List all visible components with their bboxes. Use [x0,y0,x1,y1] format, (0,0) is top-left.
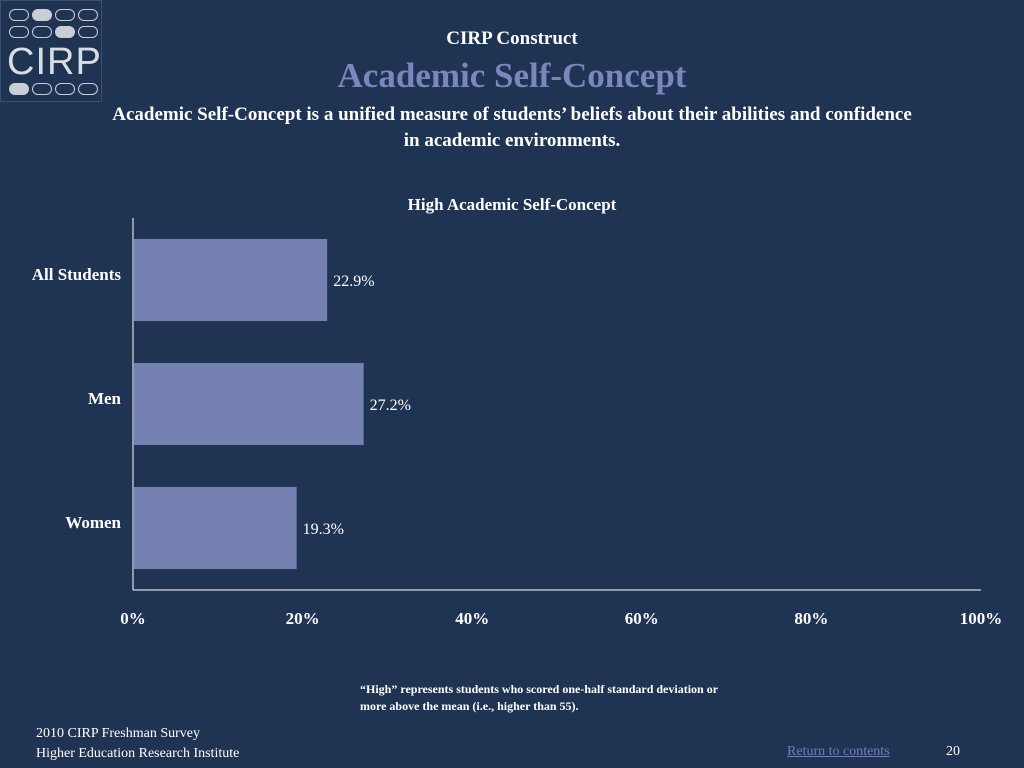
x-tick-label: 40% [455,609,489,628]
logo-pill [78,26,98,38]
logo-pill [55,26,75,38]
construct-description: Academic Self-Concept is a unified measu… [112,104,912,151]
bar-value-label: 22.9% [333,273,374,290]
bar [134,239,328,321]
category-label: Men [88,389,122,408]
x-tick-label: 60% [625,609,659,628]
logo-pill [55,9,75,21]
x-tick-label: 100% [960,609,1003,628]
footer-survey: 2010 CIRP Freshman Survey [36,726,200,741]
footer-institute: Higher Education Research Institute [36,746,240,761]
logo-pill [32,26,52,38]
cirp-logo: CIRP [0,0,102,102]
page-number: 20 [946,744,960,759]
bar-value-label: 19.3% [303,521,344,538]
bar-value-label: 27.2% [370,397,411,414]
logo-pill [9,83,29,95]
logo-text: CIRP [7,41,102,83]
x-tick-label: 20% [286,609,320,628]
logo-pill [32,9,52,21]
x-tick-label: 80% [794,609,828,628]
logo-pill [78,9,98,21]
construct-label: CIRP Construct [446,28,578,49]
footer-source: 2010 CIRP Freshman Survey Higher Educati… [36,724,239,764]
bar [134,487,297,569]
footnote: “High” represents students who scored on… [360,682,718,713]
x-tick-label: 0% [120,609,146,628]
return-to-contents-link[interactable]: Return to contents [787,744,890,759]
logo-pill [32,83,52,95]
logo-pill [55,83,75,95]
chart-title: High Academic Self-Concept [407,195,617,214]
category-label: All Students [32,265,122,284]
bar [134,363,364,445]
logo-pill [78,83,98,95]
logo-pill [9,26,29,38]
logo-pill [9,9,29,21]
category-label: Women [65,513,121,532]
page-title: Academic Self-Concept [337,56,687,95]
